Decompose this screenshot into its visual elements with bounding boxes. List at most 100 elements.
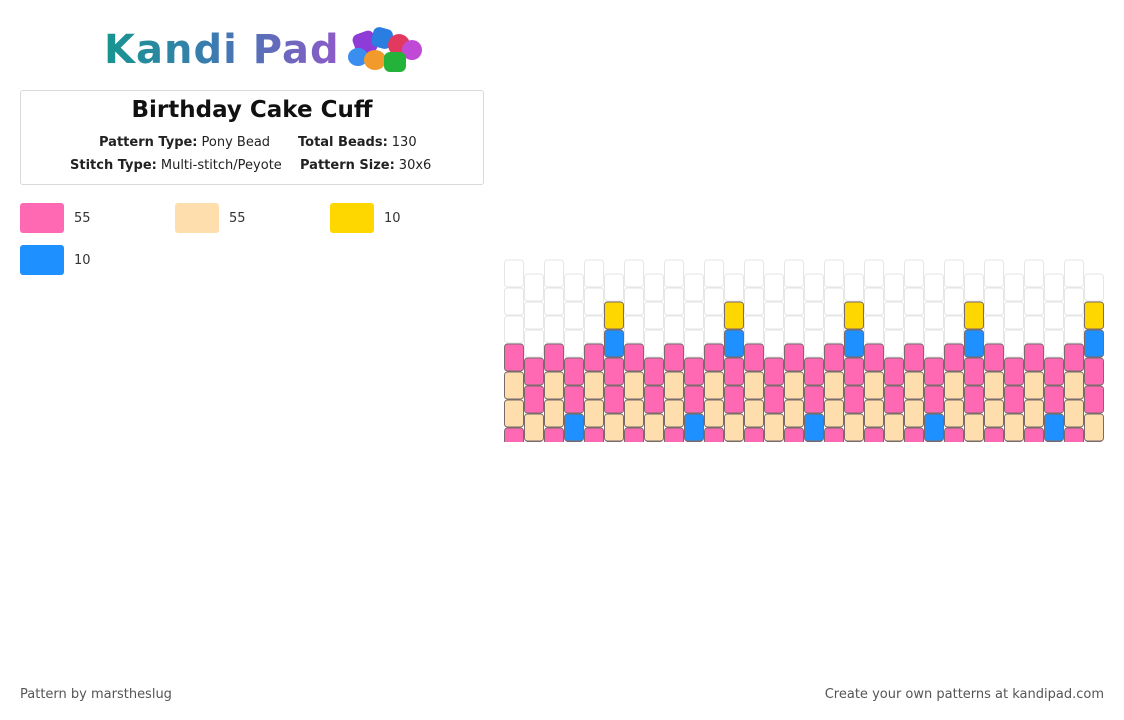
bead-cream <box>1024 371 1044 400</box>
bead-white <box>984 287 1004 316</box>
bead-white <box>504 315 524 344</box>
bead-cream <box>1084 413 1104 442</box>
bead-white <box>1004 301 1024 330</box>
bead-white <box>684 329 704 358</box>
swatch-chip <box>330 203 374 233</box>
bead-white <box>564 329 584 358</box>
bead-white <box>824 315 844 344</box>
swatch-count: 10 <box>74 252 91 268</box>
bead-white <box>924 273 944 302</box>
bead-pink <box>1044 385 1064 414</box>
bead-pink <box>564 385 584 414</box>
bead-cream <box>1004 413 1024 442</box>
bead-cream <box>544 371 564 400</box>
bead-white <box>604 273 624 302</box>
bead-white <box>864 315 884 344</box>
bead-cream <box>904 399 924 428</box>
bead-white <box>864 287 884 316</box>
bead-pink <box>1084 357 1104 386</box>
bead-cream <box>664 399 684 428</box>
bead-pink <box>604 357 624 386</box>
stitch-type-label: Stitch Type: <box>70 158 157 173</box>
bead-pink <box>504 427 524 442</box>
bead-yellow <box>1084 301 1104 330</box>
bead-pink <box>824 427 844 442</box>
bead-white <box>584 287 604 316</box>
bead-pink <box>1044 357 1064 386</box>
bead-pink <box>744 427 764 442</box>
swatch-count: 55 <box>74 210 91 226</box>
bead-pink <box>884 357 904 386</box>
bead-white <box>804 301 824 330</box>
kandi-pad-logo[interactable]: Kandi Pad <box>104 25 424 74</box>
bead-white <box>924 301 944 330</box>
bead-white <box>504 259 524 288</box>
bead-white <box>764 329 784 358</box>
pattern-title: Birthday Cake Cuff <box>131 97 373 123</box>
bead-pink <box>904 427 924 442</box>
bead-white <box>564 301 584 330</box>
bead-pink <box>804 385 824 414</box>
create-pattern-link[interactable]: Create your own patterns at kandipad.com <box>824 687 1104 702</box>
bead-cream <box>644 413 664 442</box>
bead-pink <box>744 343 764 372</box>
bead-pink <box>544 427 564 442</box>
bead-white <box>1004 273 1024 302</box>
bead-white <box>584 315 604 344</box>
bead-cream <box>704 399 724 428</box>
bead-cream <box>944 399 964 428</box>
bead-white <box>1024 315 1044 344</box>
bead-white <box>704 315 724 344</box>
bead-cream <box>844 413 864 442</box>
color-swatch-pink: 55 <box>20 203 91 233</box>
bead-pink <box>1004 357 1024 386</box>
bead-pink <box>924 385 944 414</box>
bead-white <box>764 301 784 330</box>
bead-cream <box>1064 399 1084 428</box>
bead-white <box>1044 273 1064 302</box>
bead-pink <box>804 357 824 386</box>
bead-pink <box>504 343 524 372</box>
bead-white <box>1064 287 1084 316</box>
bead-pink <box>944 427 964 442</box>
bead-white <box>1064 259 1084 288</box>
bead-pattern-grid <box>504 259 1104 442</box>
color-swatch-cream: 55 <box>175 203 246 233</box>
bead-pink <box>784 343 804 372</box>
bead-white <box>944 287 964 316</box>
bead-cream <box>784 399 804 428</box>
bead-pink <box>964 385 984 414</box>
color-swatch-yellow: 10 <box>330 203 401 233</box>
bead-white <box>644 301 664 330</box>
bead-white <box>904 259 924 288</box>
bead-pink <box>644 385 664 414</box>
bead-white <box>684 301 704 330</box>
bead-pink <box>604 385 624 414</box>
bead-blue <box>924 413 944 442</box>
bead-white <box>904 287 924 316</box>
bead-white <box>1084 273 1104 302</box>
bead-white <box>544 287 564 316</box>
bead-white <box>1024 287 1044 316</box>
bead-white <box>884 329 904 358</box>
bead-cream <box>944 371 964 400</box>
bead-pink <box>764 385 784 414</box>
bead-blue <box>844 329 864 358</box>
bead-cream <box>524 413 544 442</box>
bead-cream <box>764 413 784 442</box>
bead-white <box>624 315 644 344</box>
swatch-chip <box>175 203 219 233</box>
pattern-size-label: Pattern Size: <box>300 158 395 173</box>
bead-pink <box>1064 427 1084 442</box>
bead-yellow <box>724 301 744 330</box>
bead-yellow <box>604 301 624 330</box>
bead-pink <box>884 385 904 414</box>
bead-pink <box>584 343 604 372</box>
bead-blue <box>604 329 624 358</box>
bead-white <box>1064 315 1084 344</box>
bead-pink <box>764 357 784 386</box>
bead-white <box>624 259 644 288</box>
bead-pink <box>524 385 544 414</box>
bead-cream <box>704 371 724 400</box>
bead-white <box>884 273 904 302</box>
